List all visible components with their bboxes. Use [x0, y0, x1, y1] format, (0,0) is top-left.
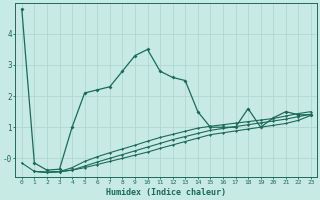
X-axis label: Humidex (Indice chaleur): Humidex (Indice chaleur) — [106, 188, 226, 197]
